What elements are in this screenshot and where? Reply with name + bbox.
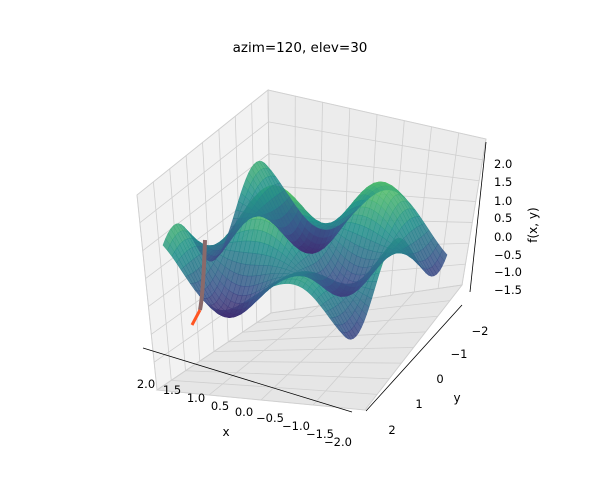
surface-patch <box>439 249 448 262</box>
path-line <box>190 239 207 326</box>
grid-line <box>136 89 269 196</box>
y-tick-label: −1 <box>451 347 468 361</box>
grid-line <box>169 168 186 371</box>
z-tick-label: 1.0 <box>494 194 512 208</box>
z-axis-line <box>469 141 487 293</box>
x-tick-label: 1.0 <box>187 391 205 405</box>
path-line-upper <box>198 239 207 311</box>
grid-line <box>312 291 415 406</box>
x-tick-label: −1.5 <box>306 427 334 441</box>
y-tick-label: −2 <box>472 324 489 338</box>
x-tick-label: −2.0 <box>324 435 352 449</box>
x-tick-label: 0.5 <box>211 399 229 413</box>
x-tick-label: 2.0 <box>137 377 155 391</box>
y-tick-label: 0 <box>436 372 443 386</box>
z-tick-label: 0.5 <box>494 211 512 225</box>
z-tick-label: 0.0 <box>494 230 512 244</box>
x-axis-label: x <box>222 425 229 439</box>
grid-line <box>364 284 463 411</box>
path-line-lower <box>190 309 202 326</box>
grid-line <box>142 153 270 252</box>
surface-mesh <box>162 160 448 340</box>
z-tick-label: −0.5 <box>494 248 522 262</box>
z-tick-label: 1.5 <box>494 175 512 189</box>
x-axis-line <box>142 347 353 413</box>
grid-line <box>267 89 487 140</box>
grid-line <box>208 305 320 396</box>
surface-patch <box>304 220 313 233</box>
y-axis-line <box>365 304 463 412</box>
z-tick-label: −1.5 <box>494 283 522 297</box>
grid-line <box>139 121 269 224</box>
grid-line <box>461 138 487 286</box>
grid-line <box>156 312 272 391</box>
grid-line <box>152 181 172 381</box>
z-tick-labels: 2.0 1.5 1.0 0.5 0.0 −0.5 −1.0 −1.5 <box>494 157 522 297</box>
x-tick-label: −0.5 <box>256 411 284 425</box>
z-tick-label: 2.0 <box>494 157 512 171</box>
grid-line <box>268 153 480 182</box>
y-axis-label: y <box>453 391 460 405</box>
y-tick-label: 1 <box>415 397 422 411</box>
grid-line <box>268 121 483 161</box>
y-tick-labels: −2 −1 01 2 <box>388 324 488 437</box>
x-tick-label: 1.5 <box>163 383 181 397</box>
x-tick-label: −1.0 <box>282 419 310 433</box>
grid-line <box>413 126 432 293</box>
y-tick-label: 2 <box>388 423 395 437</box>
chart-title: azim=120, elev=30 <box>233 40 368 56</box>
z-axis-label: f(x, y) <box>526 207 540 242</box>
x-tick-label: 0.0 <box>235 405 253 419</box>
z-tick-label: −1.0 <box>494 265 522 279</box>
x-tick-labels: 2.0 1.5 1.0 0.5 0.0 −0.5−1.0−1.5−2.0 <box>137 377 352 449</box>
grid-line <box>136 194 158 391</box>
